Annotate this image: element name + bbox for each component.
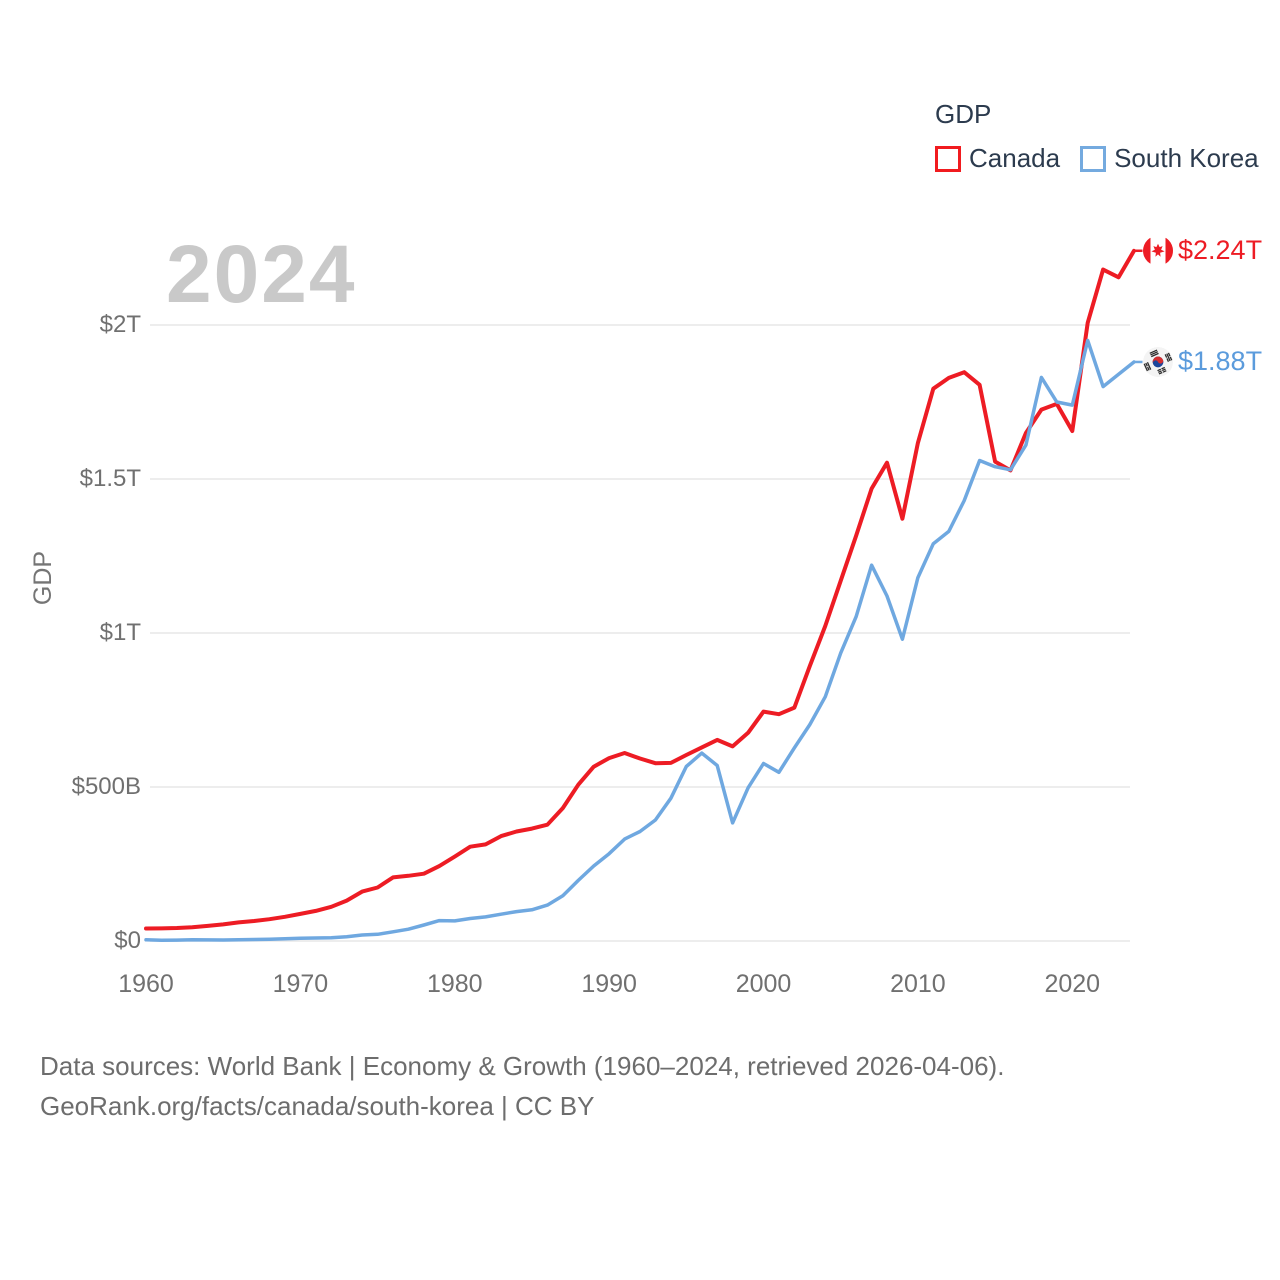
year-watermark: 2024 <box>166 229 357 320</box>
y-tick-label: $0 <box>114 927 141 954</box>
y-tick-label: $500B <box>71 773 141 800</box>
legend-item-label: Canada <box>969 143 1061 173</box>
series-lines <box>144 248 1136 943</box>
x-tick-label: 1970 <box>272 970 329 998</box>
south-korea-flag-icon <box>1143 346 1173 377</box>
x-tick-label: 1990 <box>581 970 637 998</box>
south-korea-end-value-label: $1.88T <box>1178 345 1263 376</box>
source-url-line: GeoRank.org/facts/canada/south-korea | C… <box>40 1091 595 1121</box>
footer-attribution: Data sources: World Bank | Economy & Gro… <box>40 1046 1004 1126</box>
x-tick-label: 2000 <box>735 970 792 998</box>
legend-title: GDP <box>935 99 992 129</box>
x-tick-label: 2020 <box>1044 970 1101 998</box>
series-end-ticks <box>1134 249 1143 364</box>
series-line-canada <box>144 248 1136 931</box>
canada-end-value-label: $2.24T <box>1178 234 1263 265</box>
y-tick-label: $1T <box>99 619 141 646</box>
gridlines <box>150 324 1130 942</box>
legend: GDP Canada South Korea <box>935 99 1259 174</box>
south-korea-series-swatch <box>1080 145 1107 172</box>
x-tick-label: 2010 <box>890 970 946 998</box>
x-tick-label: 1960 <box>118 970 174 998</box>
y-tick-label: $2T <box>99 311 141 338</box>
x-tick-label: 1980 <box>426 970 483 998</box>
data-source-line: Data sources: World Bank | Economy & Gro… <box>40 1051 1005 1081</box>
legend-item-label: South Korea <box>1114 143 1259 173</box>
y-tick-label: $1.5T <box>79 465 141 492</box>
canada-series-swatch <box>935 145 961 172</box>
series-line-south-korea <box>144 338 1136 943</box>
legend-item-canada[interactable]: Canada <box>935 143 1060 174</box>
canada-flag-icon <box>1143 235 1173 266</box>
legend-item-south-korea[interactable]: South Korea <box>1080 143 1259 174</box>
